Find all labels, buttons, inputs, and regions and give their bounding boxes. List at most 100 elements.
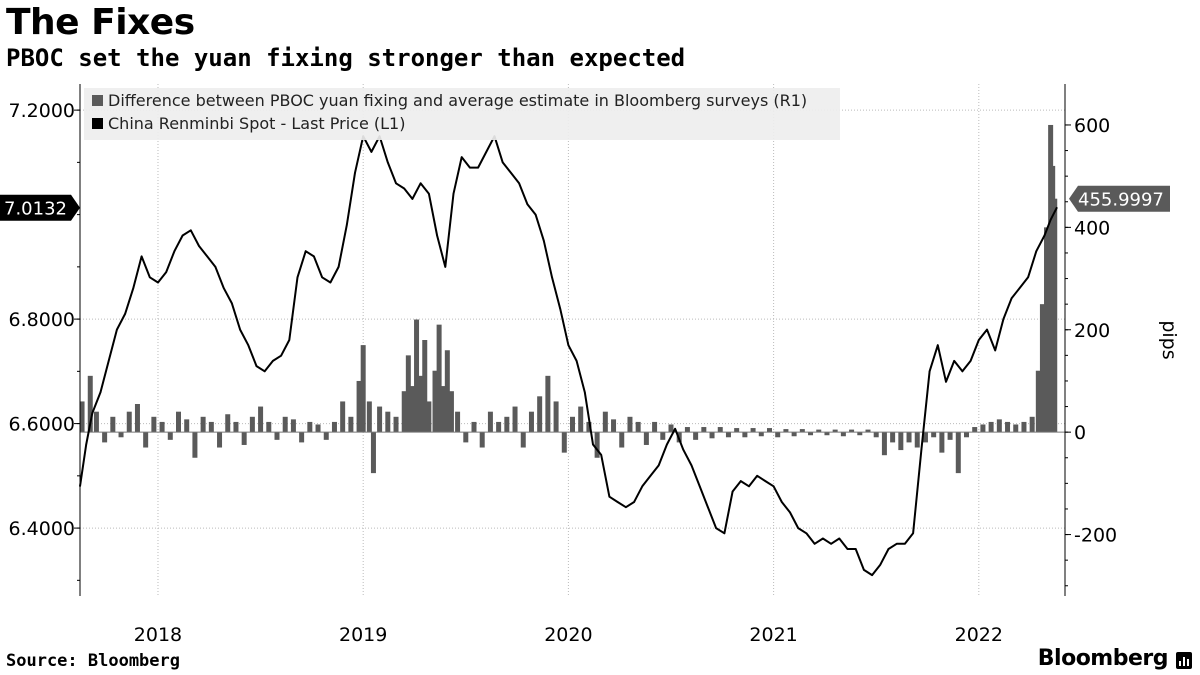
legend-box <box>84 88 840 140</box>
renminbi-point <box>879 563 882 566</box>
difference-bar <box>709 432 715 439</box>
renminbi-point <box>173 250 176 252</box>
renminbi-point <box>1035 250 1038 252</box>
renminbi-point <box>912 532 914 535</box>
difference-bar <box>463 432 469 443</box>
right-tick-label: 400 <box>1074 217 1110 239</box>
right-last-value-text: 455.9997 <box>1078 190 1164 211</box>
difference-bar <box>668 424 674 433</box>
difference-bar <box>118 432 124 438</box>
renminbi-point <box>904 542 906 545</box>
renminbi-point <box>986 328 988 331</box>
difference-bar <box>266 421 272 433</box>
difference-bar <box>1029 416 1035 433</box>
renminbi-point <box>222 286 225 289</box>
difference-bar <box>176 411 181 433</box>
difference-bar <box>1013 424 1019 433</box>
difference-bar <box>444 350 450 433</box>
difference-bar <box>602 411 608 433</box>
renminbi-point <box>288 339 291 341</box>
renminbi-point <box>748 485 750 488</box>
grid-lines <box>80 84 1065 596</box>
difference-bar <box>151 416 157 433</box>
difference-bar <box>323 432 329 440</box>
difference-bar <box>964 432 969 438</box>
difference-bar <box>504 416 510 433</box>
renminbi-point <box>863 569 865 571</box>
difference-bar <box>611 419 617 433</box>
difference-bar <box>426 401 432 433</box>
difference-bar <box>1021 421 1027 433</box>
renminbi-point <box>723 532 726 535</box>
difference-bar <box>578 406 584 433</box>
renminbi-point <box>625 506 627 508</box>
legend-label-line: China Renminbi Spot - Last Price (L1) <box>108 114 405 133</box>
renminbi-point <box>214 266 217 268</box>
difference-bar <box>479 432 485 448</box>
x-tick-label: 2021 <box>749 624 797 646</box>
renminbi-point <box>280 354 282 357</box>
difference-bar <box>307 421 313 433</box>
difference-bar <box>922 432 928 443</box>
renminbi-point <box>436 234 438 237</box>
renminbi-point <box>452 192 455 195</box>
renminbi-point <box>666 443 668 446</box>
renminbi-spot-line <box>79 135 1058 577</box>
right-last-value-badge <box>1069 185 1170 212</box>
renminbi-point <box>501 161 504 164</box>
renminbi-point <box>1043 234 1046 237</box>
renminbi-point <box>345 224 348 226</box>
right-tick-label: -200 <box>1074 525 1117 547</box>
difference-bar <box>857 432 863 436</box>
renminbi-point <box>304 250 307 252</box>
difference-bar <box>725 432 731 438</box>
difference-bar <box>241 432 247 445</box>
renminbi-point <box>633 501 635 503</box>
renminbi-point <box>231 302 233 305</box>
difference-bar <box>393 416 399 433</box>
difference-bar <box>865 429 871 433</box>
difference-bar <box>299 432 305 443</box>
renminbi-point <box>813 542 816 545</box>
difference-bar <box>783 429 789 433</box>
last-value-badges: 7.0132 455.9997 <box>0 185 1170 221</box>
difference-bar <box>881 432 887 456</box>
difference-bar <box>208 421 214 433</box>
difference-bar <box>717 427 723 433</box>
renminbi-point <box>781 501 783 503</box>
difference-bar <box>980 424 986 433</box>
renminbi-point <box>85 443 87 446</box>
difference-bar <box>890 432 896 443</box>
legend-swatch-bars <box>92 95 103 106</box>
difference-bar <box>914 432 920 448</box>
difference-bar <box>436 324 442 433</box>
difference-bar <box>758 432 764 437</box>
renminbi-point <box>1002 318 1005 320</box>
difference-bar <box>635 421 641 433</box>
renminbi-point <box>263 370 266 373</box>
renminbi-point <box>387 161 389 164</box>
brand-logo: Bloomberg <box>1037 646 1169 671</box>
difference-bar <box>512 406 518 433</box>
bar-series <box>79 124 1058 474</box>
renminbi-point <box>107 360 110 362</box>
difference-bar <box>701 427 707 433</box>
difference-bar <box>988 421 994 433</box>
difference-bar <box>528 411 534 433</box>
renminbi-point <box>649 475 652 477</box>
renminbi-point <box>477 166 479 169</box>
renminbi-point <box>830 542 832 545</box>
difference-bar <box>340 401 346 433</box>
difference-bar <box>931 432 937 438</box>
difference-bar <box>906 432 912 443</box>
difference-bar <box>537 396 543 433</box>
difference-bar <box>385 411 391 433</box>
x-tick-label: 2022 <box>955 624 1003 646</box>
difference-bar <box>873 432 879 438</box>
difference-bar <box>414 319 420 433</box>
renminbi-point <box>337 266 340 268</box>
difference-bar <box>939 432 945 453</box>
difference-bar <box>217 432 223 448</box>
difference-bar <box>159 421 165 433</box>
